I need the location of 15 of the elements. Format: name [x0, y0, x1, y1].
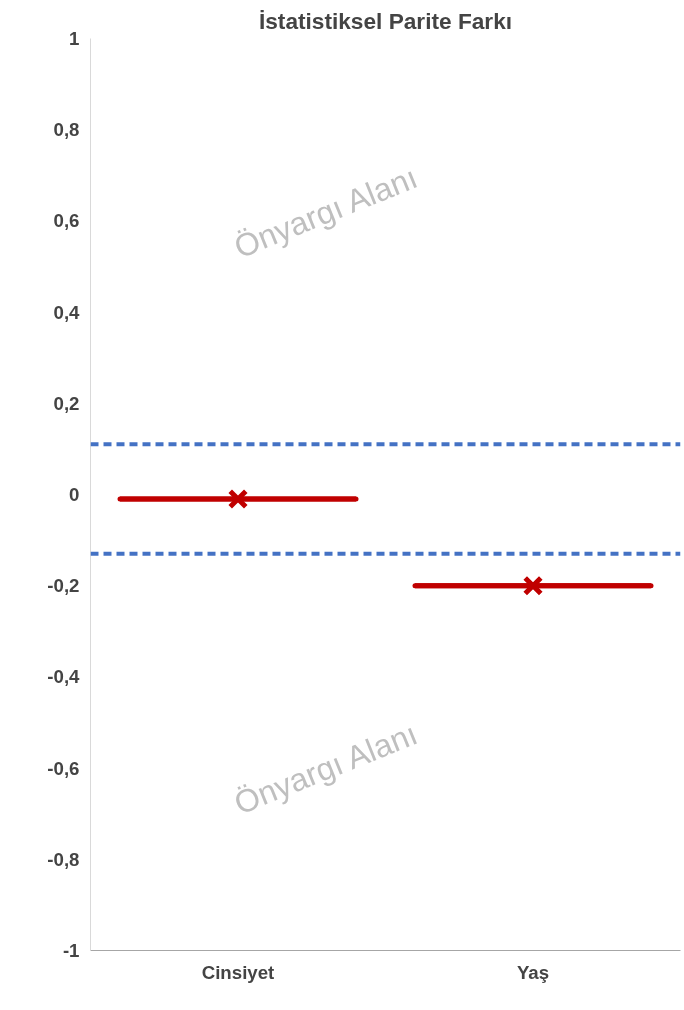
y-tick-label: -0,6	[47, 757, 80, 779]
y-tick-label: 0,4	[53, 301, 81, 323]
y-tick-label: -0,2	[47, 575, 80, 597]
chart-title: İstatistiksel Parite Farkı	[258, 7, 513, 34]
y-tick-label: -0,8	[47, 848, 80, 870]
y-tick-label: 1	[69, 28, 80, 49]
y-tick-label: 0,8	[53, 119, 80, 141]
y-tick-label: 0,2	[53, 392, 80, 414]
x-tick-label: Yaş	[516, 961, 550, 983]
annotation: Önyargı Alanı	[229, 715, 423, 822]
y-tick-label: -1	[62, 940, 80, 961]
y-tick-label: -0,4	[47, 666, 81, 688]
x-tick-label: Cinsiyet	[201, 961, 275, 983]
y-tick-label: 0	[69, 484, 80, 505]
y-tick-label: 0,6	[53, 210, 80, 232]
